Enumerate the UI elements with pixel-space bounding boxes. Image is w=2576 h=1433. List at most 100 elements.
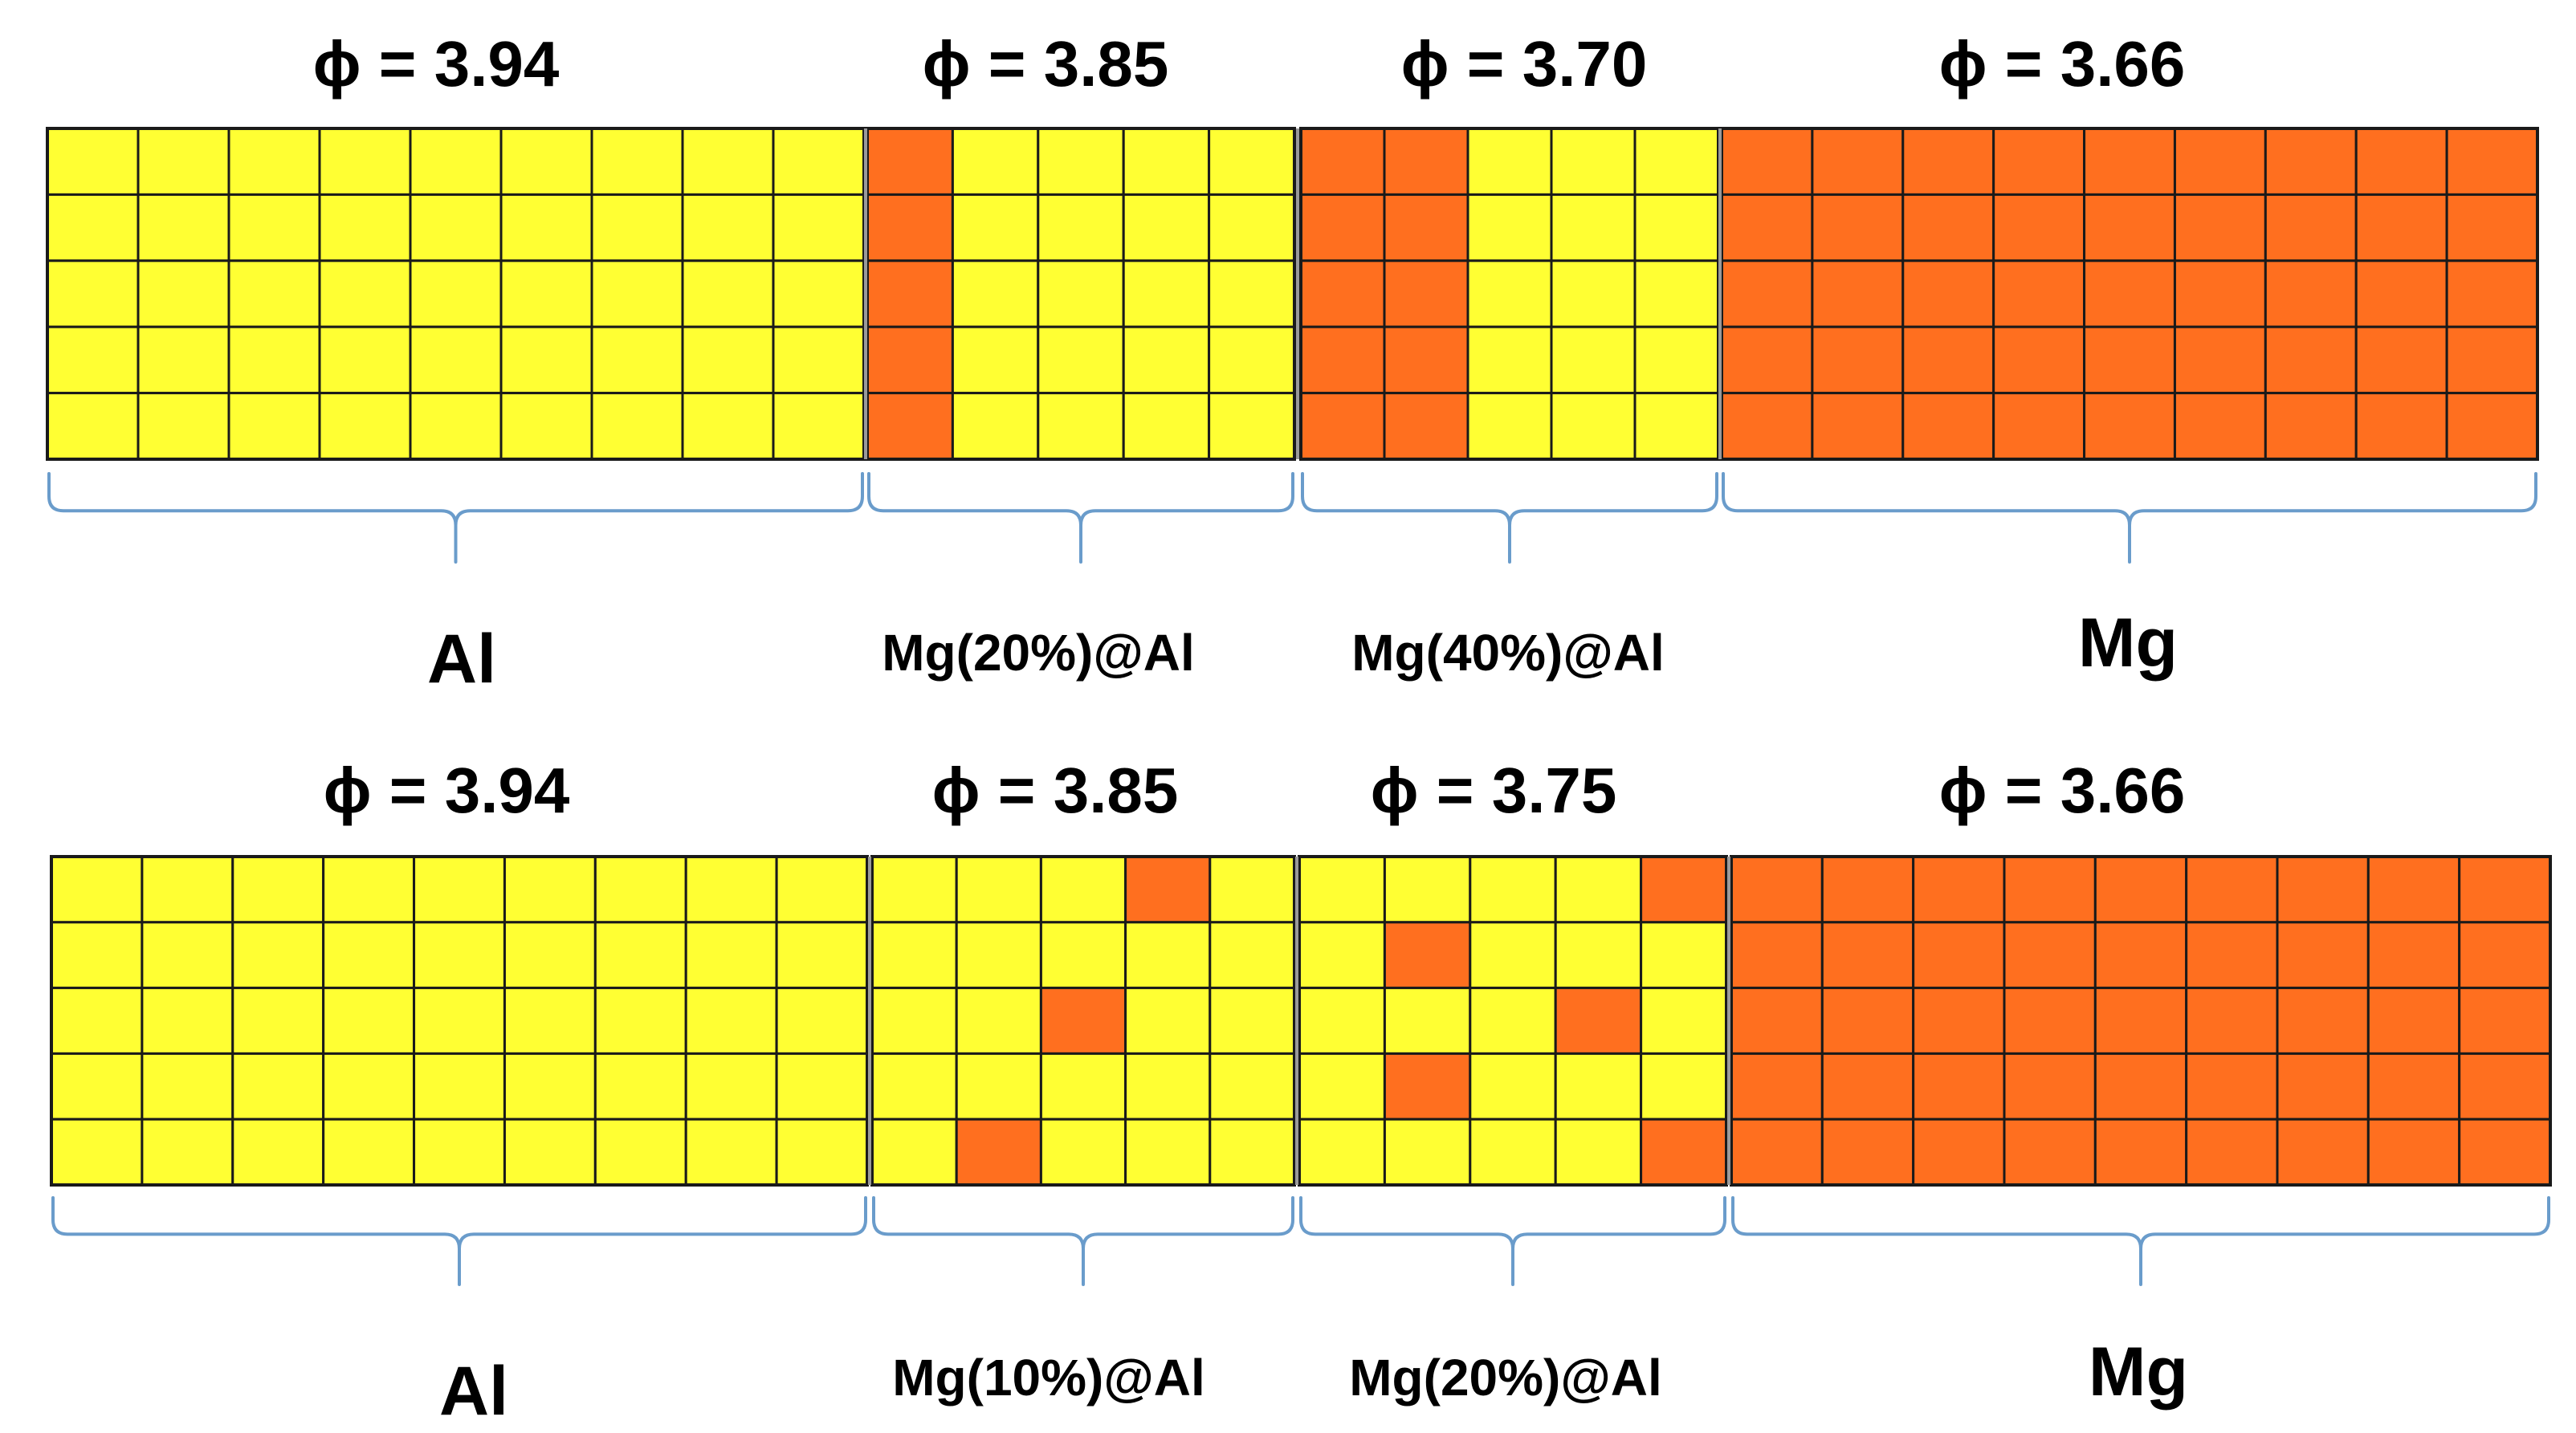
al-atom-cell [137,259,230,328]
al-atom-cell [1039,855,1127,924]
curly-brace [51,1196,867,1286]
row-2-segment-al: ϕ = 3.94 Al [50,755,869,1430]
al-atom-cell [499,392,593,461]
al-atom-cell [1122,127,1211,196]
work-function-label: ϕ = 3.66 [1939,755,2186,826]
al-atom-cell [951,127,1040,196]
mg-atom-cell [2366,987,2461,1055]
al-atom-cell [1466,392,1553,461]
mg-atom-cell [1383,921,1472,990]
al-atom-cell [1298,1117,1386,1187]
al-atom-cell [1469,855,1557,924]
al-atom-cell [318,193,412,263]
segment-border [50,855,869,1187]
al-atom-cell [772,193,866,263]
al-atom-cell [775,1117,869,1187]
row-1-segment-mg40-al: ϕ = 3.70 Mg(40%)@Al [1299,28,1720,682]
mg-atom-cell [2083,127,2176,196]
al-atom-cell [1039,1052,1127,1121]
mg-atom-cell [2003,1052,2097,1121]
al-atom-cell [870,855,958,924]
mg-atom-cell [2366,1052,2461,1121]
al-atom-cell [681,392,775,461]
mg-atom-cell [2264,259,2358,328]
al-atom-cell [684,987,778,1055]
mg-atom-cell [1383,325,1469,395]
al-atom-cell [1469,921,1557,990]
mg-atom-cell [1820,921,1915,990]
mg-atom-cell [2185,855,2279,924]
al-atom-cell [870,1117,958,1187]
al-atom-cell [1208,325,1296,395]
mg-atom-cell [1383,1052,1472,1121]
material-label: Mg(20%)@Al [882,624,1195,682]
mg-atom-cell [2354,259,2448,328]
al-atom-cell [227,193,321,263]
mg-atom-cell [2173,392,2267,461]
mg-atom-cell [2458,1052,2552,1121]
mg-atom-cell [2276,987,2370,1055]
mg-atom-cell [2173,259,2267,328]
mg-atom-cell [1730,1117,1824,1187]
al-atom-cell [681,193,775,263]
mg-atom-cell [1383,259,1469,328]
al-atom-cell [1466,193,1553,263]
mg-atom-cell [2173,193,2267,263]
material-label: Mg(10%)@Al [892,1349,1205,1407]
mg-atom-cell [1912,987,2006,1055]
curly-brace [1301,472,1718,564]
al-atom-cell [1039,921,1127,990]
mg-atom-cell [1820,987,1915,1055]
mg-atom-cell [1720,325,1814,395]
al-atom-cell [1633,193,1720,263]
al-atom-cell [681,325,775,395]
al-atom-cell [772,325,866,395]
mg-atom-cell [1383,127,1469,196]
al-atom-cell [1633,392,1720,461]
curly-brace [47,472,864,564]
mg-atom-cell [2185,1117,2279,1187]
mg-atom-cell [1992,193,2086,263]
al-atom-cell [318,392,412,461]
mg-atom-cell [1901,259,1995,328]
al-atom-cell [322,855,416,924]
al-atom-cell [1383,855,1472,924]
al-atom-cell [1383,987,1472,1055]
row-1: ϕ = 3.94 Al ϕ = 3.85 Mg(20%)@Al ϕ = 3.70 Mg(4… [46,28,2539,698]
al-atom-cell [1209,1052,1296,1121]
al-atom-cell [593,921,687,990]
mg-atom-cell [1730,1052,1824,1121]
mg-atom-cell [1299,259,1386,328]
mg-atom-cell [1912,1117,2006,1187]
al-atom-cell [413,1117,506,1187]
al-atom-cell [1298,921,1386,990]
al-atom-cell [46,392,140,461]
al-atom-cell [772,392,866,461]
material-label: Al [427,621,496,698]
mg-atom-cell [1820,1052,1915,1121]
al-atom-cell [955,987,1042,1055]
mg-atom-cell [866,325,954,395]
al-atom-cell [1209,1117,1296,1187]
mg-atom-cell [2093,1052,2188,1121]
row-1-segment-mg20-al: ϕ = 3.85 Mg(20%)@Al [866,28,1296,682]
al-atom-cell [681,127,775,196]
mg-atom-cell [1811,127,1905,196]
mg-atom-cell [2093,921,2188,990]
al-atom-cell [951,259,1040,328]
mg-atom-cell [866,127,954,196]
al-atom-cell [499,259,593,328]
mg-atom-cell [1299,392,1386,461]
mg-atom-cell [2366,921,2461,990]
material-label: Mg(20%)@Al [1349,1349,1662,1407]
mg-atom-cell [1912,1052,2006,1121]
al-atom-cell [318,325,412,395]
al-atom-cell [50,1052,144,1121]
al-atom-cell [1209,855,1296,924]
mg-atom-cell [1820,855,1915,924]
al-atom-cell [1037,325,1125,395]
al-atom-cell [137,325,230,395]
al-atom-cell [1037,127,1125,196]
al-atom-cell [503,855,597,924]
al-atom-cell [322,1117,416,1187]
